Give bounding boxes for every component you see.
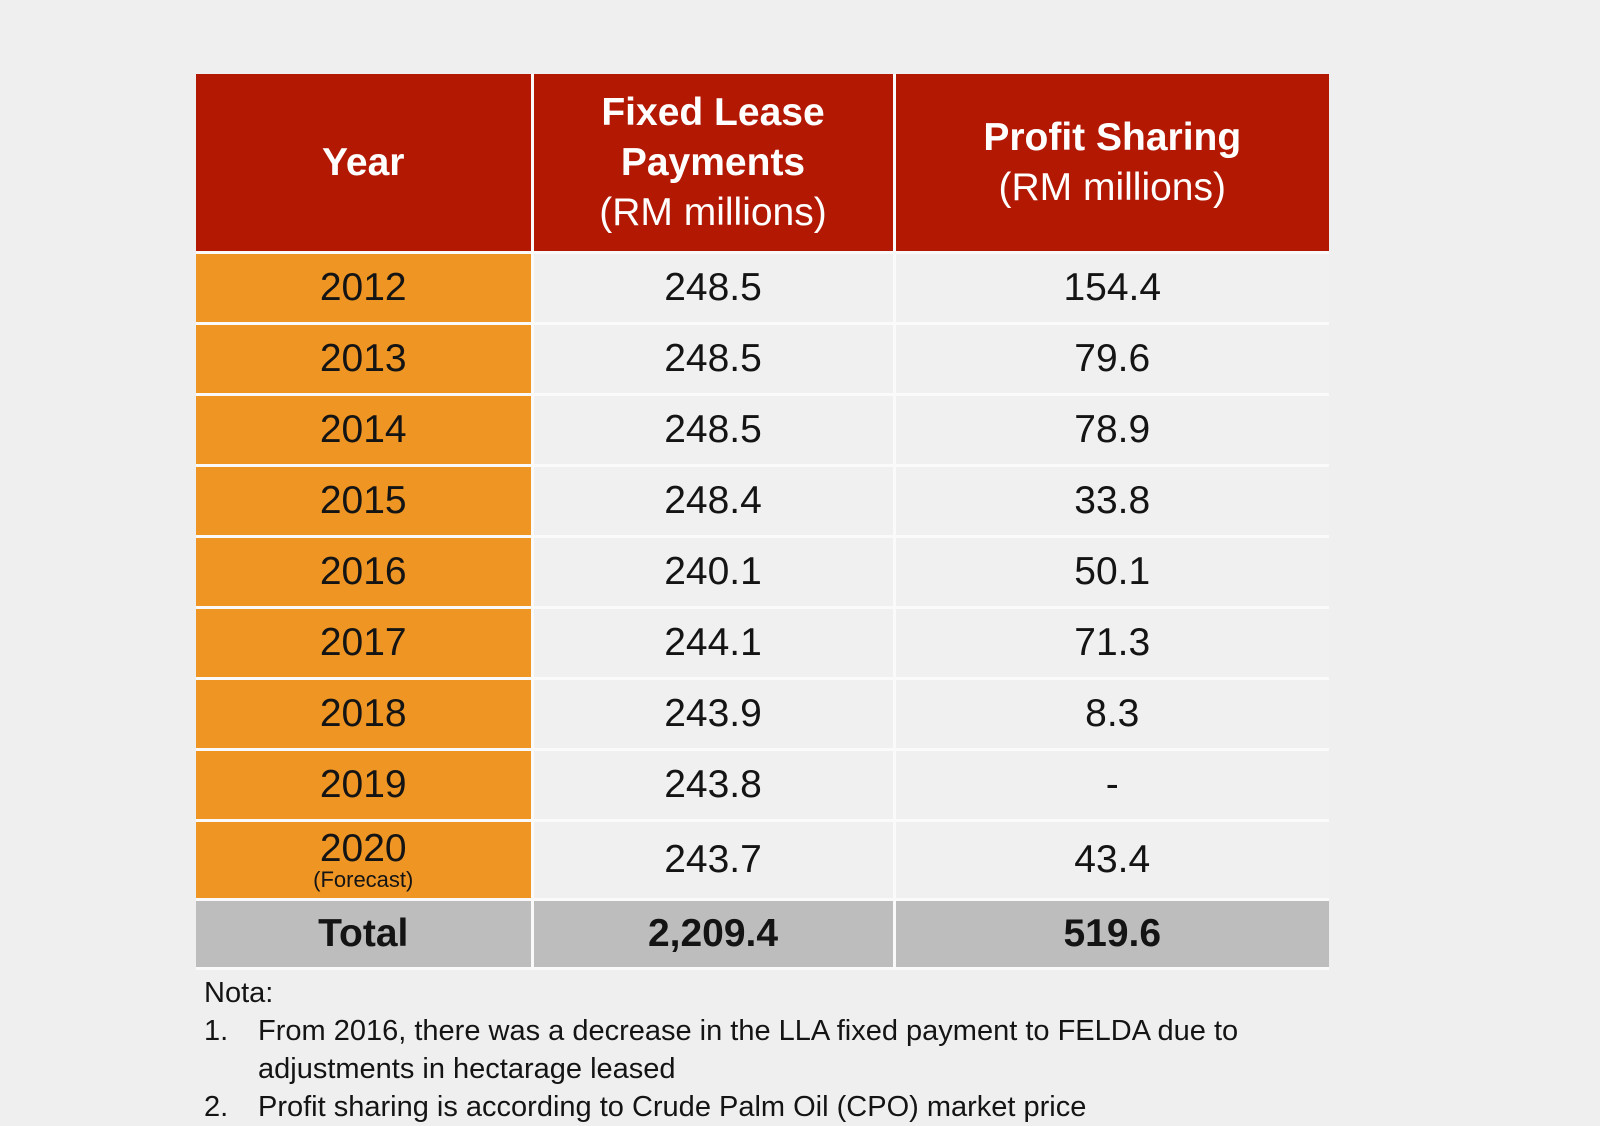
year-value: 2012 — [319, 266, 407, 309]
note-text: From 2016, there was a decrease in the L… — [258, 1015, 1239, 1085]
profit-sharing-cell: 71.3 — [894, 607, 1329, 680]
header-year: Year — [196, 74, 534, 254]
header-fixed-lease: Fixed Lease Payments (RM millions) — [532, 74, 896, 254]
year-cell: 2013 — [196, 323, 534, 396]
year-cell: 2019 — [196, 749, 534, 822]
notes-section: Nota: 1. From 2016, there was a decrease … — [204, 974, 1324, 1126]
year-cell: 2020 (Forecast) — [196, 820, 534, 901]
table-row: 2016 240.1 50.1 — [196, 536, 1329, 609]
profit-sharing-cell: 78.9 — [894, 394, 1329, 467]
profit-sharing-cell: 50.1 — [894, 536, 1329, 609]
table-row: 2018 243.9 8.3 — [196, 678, 1329, 751]
note-number: 2. — [204, 1091, 229, 1123]
table-row: 2014 248.5 78.9 — [196, 394, 1329, 467]
year-value: 2016 — [319, 550, 407, 593]
table-header-row: Year Fixed Lease Payments (RM millions) … — [196, 74, 1329, 254]
year-cell: 2015 — [196, 465, 534, 538]
note-text: Profit sharing is according to Crude Pal… — [258, 1091, 1087, 1123]
header-profit-sharing: Profit Sharing (RM millions) — [894, 74, 1329, 254]
table-row: 2015 248.4 33.8 — [196, 465, 1329, 538]
fixed-lease-cell: 243.8 — [532, 749, 896, 822]
fixed-lease-cell: 240.1 — [532, 536, 896, 609]
fixed-lease-cell: 243.7 — [532, 820, 896, 901]
table-row: 2020 (Forecast) 243.7 43.4 — [196, 820, 1329, 901]
note-number: 1. — [204, 1015, 229, 1047]
total-row: Total 2,209.4 519.6 — [196, 899, 1329, 970]
header-year-title: Year — [322, 140, 405, 184]
year-value: 2020 — [319, 827, 407, 870]
total-label: Total — [196, 899, 534, 970]
year-value: 2015 — [319, 479, 407, 522]
year-value: 2019 — [319, 763, 407, 806]
fixed-lease-cell: 248.5 — [532, 394, 896, 467]
table-body: 2012 248.5 154.4 2013 248.5 79.6 2014 248.5 78.9… — [196, 252, 1329, 901]
table-row: 2013 248.5 79.6 — [196, 323, 1329, 396]
fixed-lease-cell: 248.5 — [532, 252, 896, 325]
year-value: 2014 — [319, 408, 407, 451]
profit-sharing-cell: 33.8 — [894, 465, 1329, 538]
lease-payments-table-container: Year Fixed Lease Payments (RM millions) … — [196, 74, 1329, 970]
forecast-note: (Forecast) — [313, 867, 414, 892]
fixed-lease-cell: 243.9 — [532, 678, 896, 751]
lease-payments-table: Year Fixed Lease Payments (RM millions) … — [196, 74, 1329, 970]
year-value: 2018 — [319, 692, 407, 735]
table-row: 2019 243.8- — [196, 749, 1329, 822]
note-item: 1. From 2016, there was a decrease in the… — [204, 1012, 1324, 1088]
header-fixed-lease-unit: (RM millions) — [599, 190, 827, 234]
year-cell: 2018 — [196, 678, 534, 751]
year-cell: 2014 — [196, 394, 534, 467]
total-fixed-lease: 2,209.4 — [532, 899, 896, 970]
notes-list: 1. From 2016, there was a decrease in the… — [204, 1012, 1324, 1126]
table-row: 2012 248.5 154.4 — [196, 252, 1329, 325]
fixed-lease-cell: 248.5 — [532, 323, 896, 396]
year-cell: 2012 — [196, 252, 534, 325]
year-value: 2017 — [319, 621, 407, 664]
profit-sharing-cell: 8.3 — [894, 678, 1329, 751]
profit-sharing-cell: 79.6 — [894, 323, 1329, 396]
year-cell: 2017 — [196, 607, 534, 680]
fixed-lease-cell: 244.1 — [532, 607, 896, 680]
profit-sharing-cell: - — [894, 749, 1329, 822]
header-profit-sharing-unit: (RM millions) — [998, 165, 1227, 209]
table-row: 2017 244.1 71.3 — [196, 607, 1329, 680]
total-profit-sharing: 519.6 — [894, 899, 1329, 970]
header-profit-sharing-title: Profit Sharing — [983, 115, 1242, 159]
note-item: 2. Profit sharing is according to Crude P… — [204, 1088, 1324, 1126]
notes-title: Nota: — [204, 977, 274, 1009]
profit-sharing-cell: 154.4 — [894, 252, 1329, 325]
profit-sharing-cell: 43.4 — [894, 820, 1329, 901]
year-value: 2013 — [319, 337, 407, 380]
fixed-lease-cell: 248.4 — [532, 465, 896, 538]
header-fixed-lease-title: Fixed Lease Payments — [601, 90, 825, 184]
year-cell: 2016 — [196, 536, 534, 609]
